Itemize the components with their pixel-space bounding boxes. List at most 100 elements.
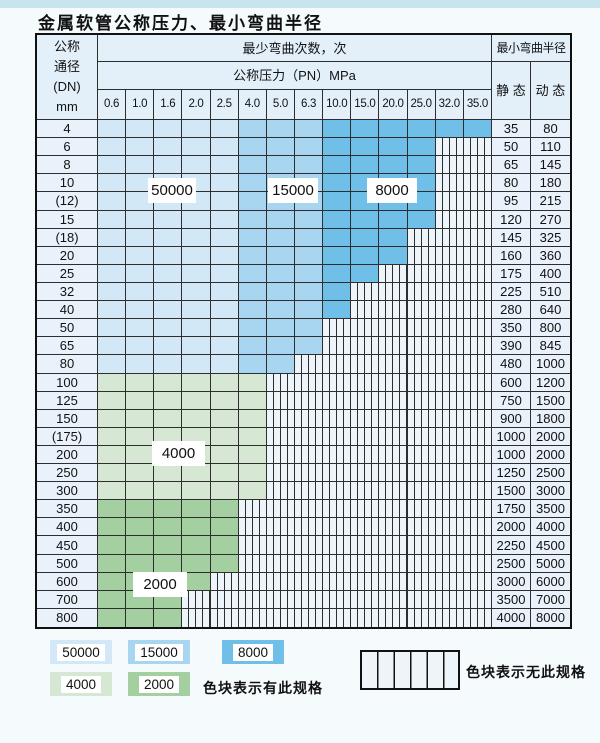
spec-cell <box>238 445 267 465</box>
spec-cell <box>238 156 267 175</box>
spec-cell <box>238 174 267 193</box>
dn-cell: 450 <box>37 536 98 555</box>
spec-cell <box>379 464 408 483</box>
dn-header-line: mm <box>56 99 78 115</box>
spec-cell <box>98 445 127 465</box>
spec-cell <box>126 210 155 229</box>
static-cell: 280 <box>491 301 531 320</box>
spec-cell <box>98 174 127 193</box>
spec-cell <box>351 319 380 338</box>
spec-cell <box>407 518 436 537</box>
spec-cell <box>210 464 239 483</box>
spec-cell <box>98 590 127 609</box>
pressure-col-header: 1.6 <box>154 90 183 120</box>
spec-cell <box>126 536 155 555</box>
spec-cell <box>266 409 295 428</box>
spec-cell <box>126 138 155 157</box>
spec-cell <box>435 554 464 573</box>
spec-cell <box>126 120 155 139</box>
spec-cell <box>266 427 295 446</box>
spec-cell <box>238 554 267 573</box>
spec-cell <box>294 246 324 265</box>
legend-value: 4000 <box>60 675 102 693</box>
dynamic-cell: 6000 <box>530 572 570 591</box>
static-cell: 145 <box>491 228 531 247</box>
dynamic-cell: 3500 <box>530 500 570 519</box>
dynamic-column-header: 动 态 <box>530 62 570 120</box>
spec-cell <box>126 500 155 519</box>
dynamic-cell: 2500 <box>530 464 570 483</box>
spec-cell <box>463 174 492 193</box>
dn-cell: 8 <box>37 156 98 175</box>
spec-cell <box>435 282 464 302</box>
static-cell: 3500 <box>491 590 531 609</box>
spec-cell <box>154 355 183 374</box>
spec-cell <box>238 500 267 519</box>
spec-cell <box>210 355 239 374</box>
pressure-col-header: 32.0 <box>435 90 464 120</box>
spec-table-grid: 公称 通径 (DN) mm 最少弯曲次数，次 最小弯曲半径 公称压力（PN）MP… <box>35 33 572 629</box>
spec-cell <box>182 264 211 283</box>
spec-cell <box>154 464 183 483</box>
spec-cell <box>463 590 492 609</box>
spec-cell <box>238 572 267 591</box>
spec-cell <box>266 445 295 465</box>
spec-cell <box>266 482 295 501</box>
dn-cell: 150 <box>37 409 98 428</box>
spec-cell <box>210 427 239 446</box>
spec-cell <box>351 192 380 211</box>
spec-cell <box>323 409 352 428</box>
dynamic-cell: 4500 <box>530 536 570 555</box>
spec-cell <box>435 518 464 537</box>
dynamic-cell: 510 <box>530 282 570 302</box>
spec-cell <box>266 500 295 519</box>
dn-cell: (175) <box>37 427 98 446</box>
spec-cell <box>323 391 352 410</box>
spec-cell <box>463 409 492 428</box>
dynamic-cell: 7000 <box>530 590 570 609</box>
spec-cell <box>98 228 127 247</box>
spec-cell <box>463 500 492 519</box>
dynamic-cell: 845 <box>530 337 570 356</box>
dynamic-cell: 640 <box>530 301 570 320</box>
static-column-header: 静 态 <box>491 62 531 120</box>
spec-cell <box>351 301 380 320</box>
spec-cell <box>154 301 183 320</box>
spec-cell <box>294 319 324 338</box>
spec-cell <box>98 246 127 265</box>
pressure-col-header: 2.5 <box>210 90 239 120</box>
spec-cell <box>379 228 408 247</box>
spec-cell <box>463 282 492 302</box>
dn-cell: (12) <box>37 192 98 211</box>
spec-cell <box>351 282 380 302</box>
spec-cell <box>154 536 183 555</box>
spec-cell <box>294 373 324 392</box>
spec-cell <box>407 174 436 193</box>
spec-cell <box>238 264 267 283</box>
dynamic-cell: 1800 <box>530 409 570 428</box>
spec-cell <box>407 373 436 392</box>
spec-cell <box>379 482 408 501</box>
spec-cell <box>379 355 408 374</box>
legend-swatch-15000: 15000 <box>128 640 190 664</box>
spec-cell <box>351 482 380 501</box>
spec-cell <box>407 391 436 410</box>
spec-cell <box>294 500 324 519</box>
spec-cell <box>154 337 183 356</box>
spec-cell <box>435 301 464 320</box>
spec-cell <box>126 301 155 320</box>
spec-cell <box>323 120 352 139</box>
spec-cell <box>463 355 492 374</box>
spec-cell <box>126 192 155 211</box>
spec-cell <box>351 500 380 519</box>
static-cell: 750 <box>491 391 531 410</box>
spec-cell <box>323 138 352 157</box>
spec-cell <box>379 301 408 320</box>
dn-cell: 200 <box>37 445 98 465</box>
spec-cell <box>294 301 324 320</box>
spec-cell <box>238 391 267 410</box>
spec-cell <box>210 138 239 157</box>
dn-cell: 250 <box>37 464 98 483</box>
static-cell: 480 <box>491 355 531 374</box>
spec-cell <box>407 355 436 374</box>
